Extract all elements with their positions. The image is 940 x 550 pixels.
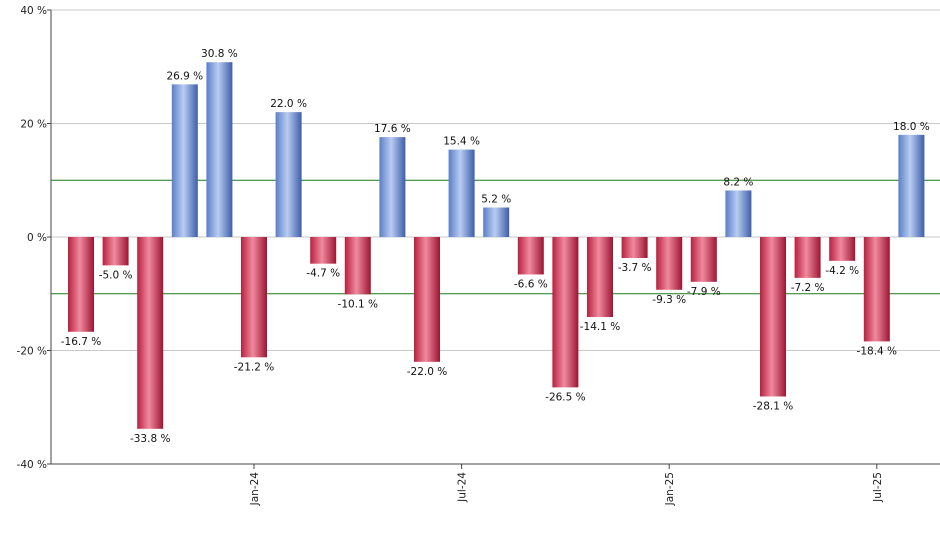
data-label: -28.1 % [753,400,794,412]
data-label: 8.2 % [723,176,753,188]
bar [379,137,406,237]
data-label: -7.2 % [791,282,825,294]
bar [102,237,129,266]
y-tick-label: -20 % [17,346,47,358]
bar [760,237,786,397]
bar [483,207,510,237]
bar [310,237,337,264]
y-tick-label: 0 % [27,232,47,244]
bar [137,237,164,429]
x-tick-label: Jan-24 [249,472,261,507]
x-tick-label: Jan-25 [664,472,676,506]
bar [621,237,648,258]
data-label: -10.1 % [338,298,379,310]
data-label: -4.2 % [825,265,859,277]
data-label: -5.0 % [99,269,133,281]
data-label: 15.4 % [443,136,480,148]
data-label: -14.1 % [580,321,621,333]
data-label: -4.7 % [306,268,340,280]
bar [898,134,925,237]
data-label: -21.2 % [234,361,275,373]
data-label: -7.9 % [687,286,721,298]
data-label: 18.0 % [893,121,930,133]
x-tick-label: Jul-25 [872,472,884,503]
bar [587,237,613,318]
bar [725,190,752,237]
data-label: -18.4 % [857,345,898,357]
bar [275,112,302,237]
bar [863,237,890,342]
data-labels: -16.7 % -5.0 % -33.8 % 26.9 % 30.8 % -21.2 % 2… [61,48,930,445]
data-label: -33.8 % [130,433,171,445]
data-label: -16.7 % [61,336,102,348]
data-label: 22.0 % [270,98,307,110]
bar [206,62,233,238]
y-tick-label: -40 % [17,459,47,471]
bar [656,237,683,290]
bar [171,84,198,237]
data-label: -3.7 % [618,262,652,274]
y-tick-label: 20 % [20,119,47,131]
data-label: -26.5 % [545,391,586,403]
axes: -40 % -20 % 0 % 20 % 40 % Jan-24 Jul-24 Jan-25 J… [17,5,940,506]
data-label: 5.2 % [481,193,511,205]
data-label: 26.9 % [166,70,203,82]
bar [68,237,94,332]
reference-lines [51,179,940,295]
bar [241,237,267,358]
bars [68,62,925,429]
bar [690,237,717,282]
bar [552,237,579,388]
bar [448,149,475,237]
bar [344,237,371,295]
data-label: -22.0 % [407,366,448,378]
data-label: -9.3 % [652,294,686,306]
x-tick-label: Jul-24 [457,472,469,503]
data-label: 30.8 % [201,48,238,60]
data-label: 17.6 % [374,123,411,135]
bar [794,237,821,278]
bar [517,237,544,275]
bar [414,237,440,362]
data-label: -6.6 % [514,278,548,290]
bar [829,237,856,261]
y-tick-label: 40 % [20,5,47,17]
